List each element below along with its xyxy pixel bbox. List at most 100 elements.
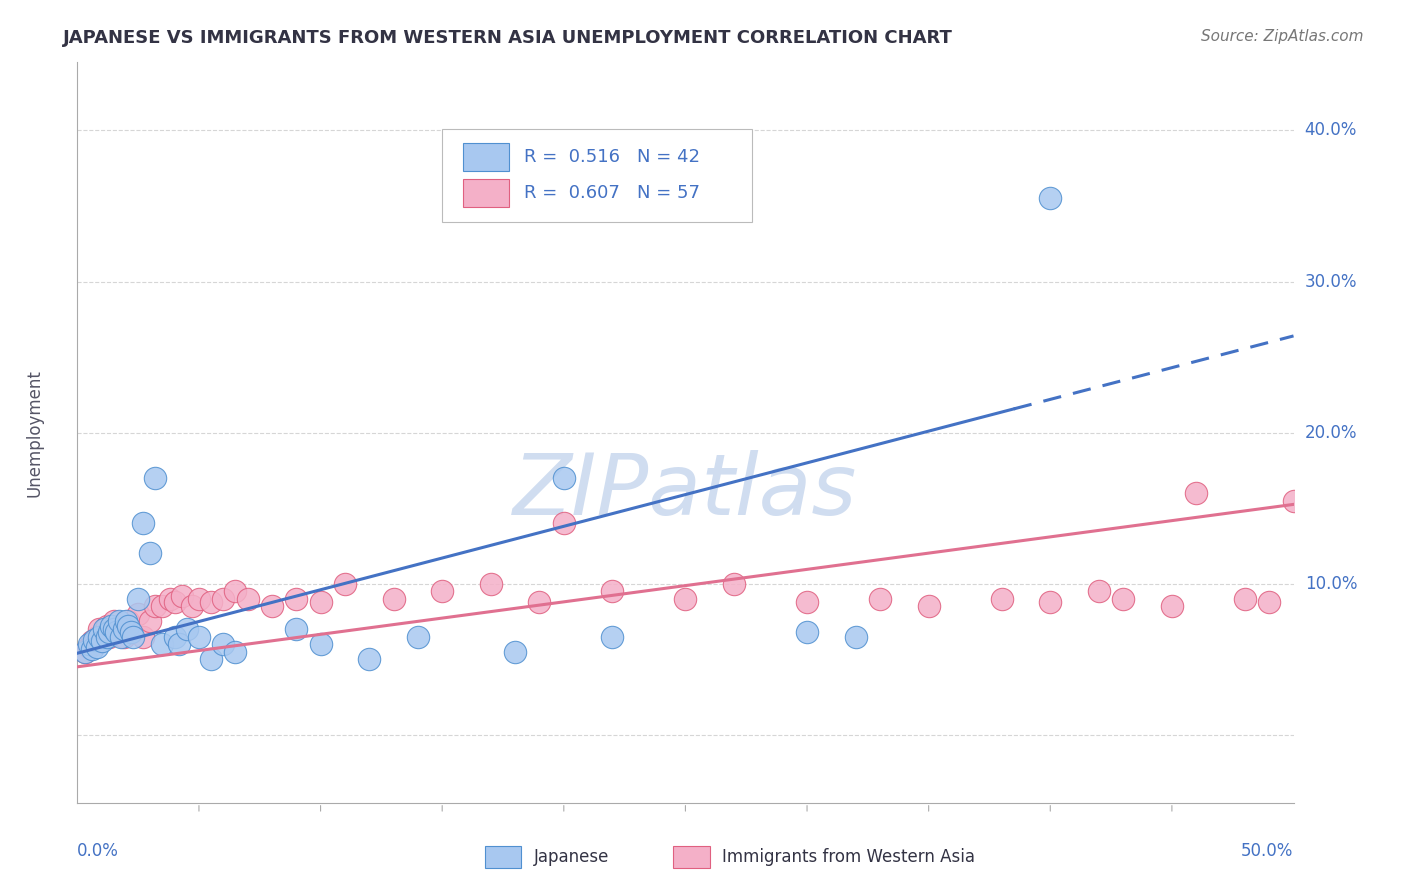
Point: [869, 591, 891, 606]
Point: [1112, 591, 1135, 606]
Point: [132, 630, 155, 644]
Text: 30.0%: 30.0%: [1305, 273, 1357, 291]
Point: [139, 615, 162, 629]
Point: [430, 584, 453, 599]
Point: [1088, 584, 1111, 599]
Point: [163, 630, 186, 644]
Text: 0.0%: 0.0%: [77, 842, 120, 860]
Point: [90, 630, 112, 644]
Point: [112, 622, 135, 636]
Point: [163, 595, 186, 609]
Point: [1161, 599, 1184, 614]
Text: JAPANESE VS IMMIGRANTS FROM WESTERN ASIA UNEMPLOYMENT CORRELATION CHART: JAPANESE VS IMMIGRANTS FROM WESTERN ASIA…: [63, 29, 953, 46]
Point: [79, 640, 101, 655]
Point: [212, 591, 235, 606]
Point: [96, 619, 118, 633]
Point: [529, 595, 551, 609]
Text: 10.0%: 10.0%: [1305, 574, 1357, 592]
Point: [170, 589, 193, 603]
Point: [89, 622, 111, 636]
Point: [110, 619, 132, 633]
Point: [260, 599, 283, 614]
Point: [212, 637, 235, 651]
Point: [107, 622, 129, 636]
Point: [188, 630, 211, 644]
Point: [180, 599, 202, 614]
Point: [132, 516, 155, 531]
Point: [73, 645, 96, 659]
Point: [103, 622, 125, 636]
Point: [96, 630, 118, 644]
Point: [107, 615, 129, 629]
Point: [236, 591, 259, 606]
Point: [83, 632, 105, 647]
Bar: [485, 846, 522, 868]
Text: Immigrants from Western Asia: Immigrants from Western Asia: [721, 848, 974, 866]
Point: [796, 625, 818, 640]
Text: 40.0%: 40.0%: [1305, 121, 1357, 139]
Point: [90, 634, 112, 648]
Point: [845, 630, 868, 644]
Point: [143, 599, 166, 614]
Point: [100, 622, 122, 636]
Text: N = 57: N = 57: [637, 184, 700, 202]
Point: [553, 516, 575, 531]
Point: [1233, 591, 1256, 606]
Point: [120, 625, 142, 640]
Point: [127, 607, 149, 621]
Text: R =  0.607: R = 0.607: [523, 184, 620, 202]
Point: [723, 576, 745, 591]
Point: [115, 615, 138, 629]
Point: [309, 637, 332, 651]
Bar: [463, 143, 509, 171]
Point: [675, 591, 697, 606]
Point: [80, 641, 103, 656]
Point: [602, 584, 624, 599]
Text: ZIPatlas: ZIPatlas: [513, 450, 858, 533]
Point: [139, 547, 162, 561]
Text: Japanese: Japanese: [533, 848, 609, 866]
Point: [224, 584, 246, 599]
FancyBboxPatch shape: [441, 129, 752, 221]
Point: [553, 471, 575, 485]
Point: [143, 471, 166, 485]
Point: [89, 630, 111, 644]
Text: 20.0%: 20.0%: [1305, 424, 1357, 442]
Point: [188, 591, 211, 606]
Text: 50.0%: 50.0%: [1241, 842, 1294, 860]
Point: [105, 625, 128, 640]
Text: N = 42: N = 42: [637, 148, 700, 166]
Point: [93, 625, 115, 640]
Point: [117, 615, 139, 629]
Point: [117, 619, 139, 633]
Point: [152, 599, 174, 614]
Point: [86, 640, 108, 655]
Point: [159, 591, 181, 606]
Bar: [673, 846, 710, 868]
Point: [918, 599, 941, 614]
Point: [80, 634, 103, 648]
Point: [1039, 595, 1062, 609]
Point: [83, 637, 105, 651]
Point: [152, 637, 174, 651]
Point: [103, 615, 125, 629]
Point: [200, 595, 222, 609]
Point: [309, 595, 332, 609]
Point: [122, 630, 145, 644]
Point: [359, 652, 381, 666]
Point: [100, 619, 122, 633]
Point: [285, 622, 308, 636]
Point: [169, 637, 191, 651]
Text: Source: ZipAtlas.com: Source: ZipAtlas.com: [1201, 29, 1364, 44]
Point: [503, 645, 526, 659]
Point: [602, 630, 624, 644]
Point: [224, 645, 246, 659]
Bar: [463, 178, 509, 207]
Point: [285, 591, 308, 606]
Point: [406, 630, 429, 644]
Point: [120, 625, 142, 640]
Point: [479, 576, 502, 591]
Text: R =  0.516: R = 0.516: [523, 148, 620, 166]
Point: [1039, 191, 1062, 205]
Point: [79, 637, 101, 651]
